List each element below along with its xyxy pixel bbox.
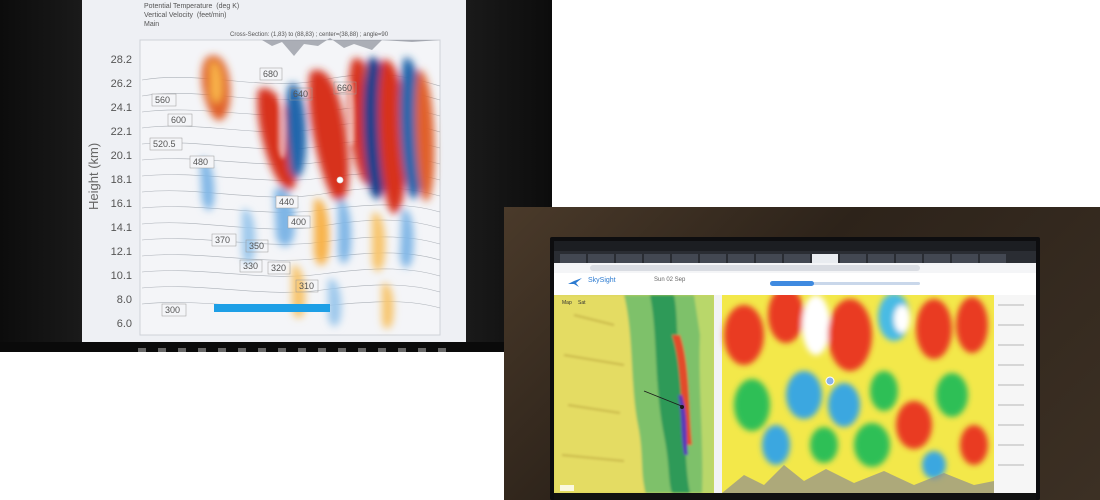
laptop-taskbar xyxy=(0,342,552,352)
y-tick: 20.1 xyxy=(110,150,132,162)
window-titlebar xyxy=(554,241,1036,251)
url-field[interactable] xyxy=(590,265,920,271)
isentrope-label: 600 xyxy=(167,113,193,127)
y-tick: 12.1 xyxy=(110,246,132,258)
bird-logo-icon xyxy=(568,278,582,287)
svg-text:680: 680 xyxy=(263,69,278,79)
cross-section-line xyxy=(643,390,685,408)
svg-text:660: 660 xyxy=(337,83,352,93)
monitor-screen: SkySight Sun 02 Sep xyxy=(554,241,1036,500)
y-tick: 6.0 xyxy=(116,318,132,330)
axis-panel xyxy=(994,295,1036,493)
brand-name: SkySight xyxy=(588,277,616,284)
browser-tab-bar xyxy=(554,251,1036,264)
y-tick: 18.1 xyxy=(110,174,132,186)
map-chip-sat[interactable]: Sat xyxy=(578,300,586,306)
isentrope-label: 320 xyxy=(267,261,291,275)
svg-text:560: 560 xyxy=(155,95,170,105)
photo-projector-screen: Potential Temperature (deg K) Vertical V… xyxy=(0,0,552,352)
svg-text:440: 440 xyxy=(279,197,294,207)
y-tick: 22.1 xyxy=(110,126,132,138)
header-line-2: Vertical Velocity (feet/min) xyxy=(144,12,227,19)
y-tick: 24.1 xyxy=(110,102,132,114)
svg-text:400: 400 xyxy=(291,217,306,227)
cursor-marker-2 xyxy=(825,376,835,386)
date-selector[interactable]: Sun 02 Sep xyxy=(654,277,686,283)
terrain-profile-2 xyxy=(722,465,994,493)
svg-text:350: 350 xyxy=(249,241,264,251)
svg-text:300: 300 xyxy=(165,305,180,315)
velocity-detail xyxy=(278,79,355,159)
isentrope-label: 350 xyxy=(245,239,269,253)
isentrope-label-group: 680 640 660 560 600 520.5 480 440 400 37… xyxy=(149,67,357,317)
svg-text:320: 320 xyxy=(271,263,286,273)
header-line-1: Potential Temperature (deg K) xyxy=(144,3,240,10)
plot-header: Potential Temperature (deg K) Vertical V… xyxy=(144,2,239,29)
isentrope-label: 660 xyxy=(333,81,357,95)
map-panel xyxy=(554,295,714,493)
terrain-profile xyxy=(262,38,440,56)
cross-section-graphic: 680 640 660 560 600 520.5 480 440 400 37… xyxy=(139,38,441,336)
cursor-marker xyxy=(336,176,344,184)
svg-text:310: 310 xyxy=(299,281,314,291)
dark-surround-left xyxy=(0,0,82,352)
panel-divider xyxy=(714,295,722,493)
svg-text:600: 600 xyxy=(171,115,186,125)
isentrope-label: 440 xyxy=(275,195,299,209)
isentrope-label: 680 xyxy=(259,67,283,81)
cross-section-label: Cross-Section: (1,83) to (88,83) ; cente… xyxy=(230,32,389,38)
y-tick: 16.1 xyxy=(110,198,132,210)
taskbar-icons xyxy=(138,348,446,352)
isentrope-label: 480 xyxy=(189,155,215,169)
y-tick: 14.1 xyxy=(110,222,132,234)
browser-tabs xyxy=(560,254,1006,264)
y-tick: 26.2 xyxy=(110,78,132,90)
y-tick-labels: 28.2 26.2 24.1 22.1 20.1 18.1 16.1 14.1 … xyxy=(104,0,134,342)
monitor-taskbar xyxy=(554,493,1036,500)
isentrope-label: 400 xyxy=(287,215,311,229)
svg-text:640: 640 xyxy=(293,89,308,99)
cross-section-panel xyxy=(722,295,994,493)
time-slider-thumb[interactable] xyxy=(770,281,814,286)
y-tick: 8.0 xyxy=(116,294,132,306)
vertical-velocity-field xyxy=(200,55,435,329)
cross-section-point xyxy=(680,405,684,409)
active-tab xyxy=(812,254,838,264)
projected-cross-section-plot: Potential Temperature (deg K) Vertical V… xyxy=(82,0,466,342)
map-zoom-control xyxy=(560,485,574,491)
svg-text:520.5: 520.5 xyxy=(153,139,176,149)
isentrope-label: 300 xyxy=(161,303,187,317)
header-line-3: Main xyxy=(144,21,160,28)
svg-text:330: 330 xyxy=(243,261,258,271)
isentrope-label: 370 xyxy=(211,233,237,247)
axis-ticks xyxy=(998,304,1024,466)
time-slider-track[interactable] xyxy=(770,282,920,285)
isentrope-label: 310 xyxy=(295,279,319,293)
isentrope-label: 560 xyxy=(151,93,177,107)
svg-text:370: 370 xyxy=(215,235,230,245)
map-chip-map[interactable]: Map xyxy=(562,300,572,306)
isentrope-label: 640 xyxy=(289,87,313,101)
photo-monitor: SkySight Sun 02 Sep xyxy=(504,207,1100,500)
highlight-bar xyxy=(214,304,330,312)
forecast-views: Map Sat xyxy=(554,295,1036,493)
y-tick: 10.1 xyxy=(110,270,132,282)
svg-text:480: 480 xyxy=(193,157,208,167)
isentrope-label: 520.5 xyxy=(149,137,183,151)
y-tick: 28.2 xyxy=(110,54,132,66)
isentrope-label: 330 xyxy=(239,259,263,273)
